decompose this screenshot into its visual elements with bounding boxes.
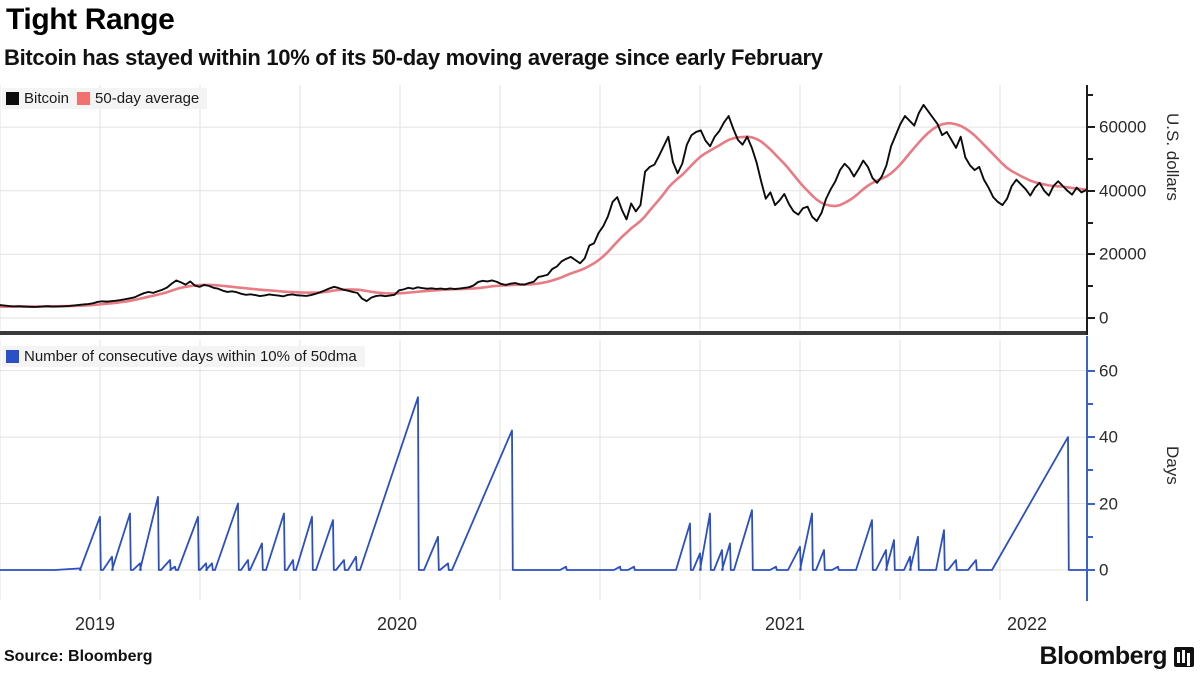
streak-tick-label: 40 bbox=[1099, 427, 1118, 447]
x-axis: 2019 2020 2021 2022 bbox=[0, 604, 1086, 644]
legend-swatch-moving-average-icon bbox=[77, 92, 91, 105]
legend-item-consecutive-days: Number of consecutive days within 10% of… bbox=[6, 348, 357, 365]
price-tick-label: 20000 bbox=[1099, 244, 1147, 264]
x-axis-label-2022: 2022 bbox=[1006, 614, 1048, 634]
source-note: Source: Bloomberg bbox=[4, 648, 153, 665]
legend-swatch-bitcoin-icon bbox=[6, 92, 19, 105]
legend-label-moving-average: 50-day average bbox=[95, 90, 200, 107]
legend-item-moving-average: 50-day average bbox=[77, 90, 199, 107]
streak-tick-40 bbox=[1088, 436, 1095, 439]
price-tick-label: 0 bbox=[1099, 308, 1109, 328]
streak-tick-label: 60 bbox=[1099, 361, 1118, 381]
bloomberg-wordmark: Bloomberg bbox=[1039, 642, 1168, 670]
streak-y-axis: Days 0 20 40 60 bbox=[1086, 336, 1200, 601]
bloomberg-logo-icon bbox=[1174, 646, 1194, 667]
price-axis-title: U.S. dollars bbox=[1163, 113, 1182, 201]
streak-panel bbox=[0, 340, 1086, 600]
price-axis-line bbox=[1086, 85, 1088, 335]
legend-label-consecutive-days: Number of consecutive days within 10% of… bbox=[24, 348, 357, 365]
x-axis-label-2019: 2019 bbox=[74, 614, 116, 634]
streak-tick-20 bbox=[1088, 502, 1095, 505]
price-minor-tick bbox=[1088, 221, 1093, 224]
price-tick-60000 bbox=[1088, 126, 1095, 129]
streak-legend: Number of consecutive days within 10% of… bbox=[2, 346, 365, 367]
streak-minor-tick bbox=[1088, 469, 1093, 472]
panel-divider bbox=[0, 331, 1086, 335]
price-tick-label: 60000 bbox=[1099, 117, 1147, 137]
streak-tick-label: 0 bbox=[1099, 560, 1109, 580]
price-plot bbox=[0, 85, 1086, 330]
price-tick-20000 bbox=[1088, 253, 1095, 256]
price-tick-0 bbox=[1088, 317, 1095, 319]
price-minor-tick bbox=[1088, 285, 1093, 288]
legend-swatch-consecutive-days-icon bbox=[6, 350, 19, 363]
streak-tick-60 bbox=[1088, 369, 1095, 372]
price-minor-tick bbox=[1088, 157, 1093, 160]
streak-axis-title: Days bbox=[1163, 446, 1182, 485]
price-y-axis: U.S. dollars 0 20000 40000 60000 bbox=[1086, 85, 1200, 335]
legend-item-bitcoin: Bitcoin bbox=[6, 90, 69, 107]
price-tick-40000 bbox=[1088, 189, 1095, 192]
bloomberg-branding: Bloomberg bbox=[1040, 642, 1194, 671]
price-tick-label: 40000 bbox=[1099, 181, 1147, 201]
price-legend: Bitcoin 50-day average bbox=[2, 88, 208, 109]
streak-tick-0 bbox=[1088, 569, 1095, 571]
legend-label-bitcoin: Bitcoin bbox=[24, 90, 70, 107]
streak-plot bbox=[0, 340, 1086, 600]
streak-axis-line bbox=[1086, 336, 1088, 601]
x-axis-label-2021: 2021 bbox=[764, 614, 806, 634]
chart-subtitle: Bitcoin has stayed within 10% of its 50-… bbox=[4, 45, 823, 70]
price-panel bbox=[0, 85, 1086, 330]
chart-title: Tight Range bbox=[6, 3, 175, 36]
streak-minor-tick bbox=[1088, 535, 1093, 538]
streak-minor-tick bbox=[1088, 402, 1093, 405]
streak-tick-label: 20 bbox=[1099, 494, 1118, 514]
x-axis-label-2020: 2020 bbox=[376, 614, 418, 634]
price-minor-tick bbox=[1088, 94, 1093, 97]
